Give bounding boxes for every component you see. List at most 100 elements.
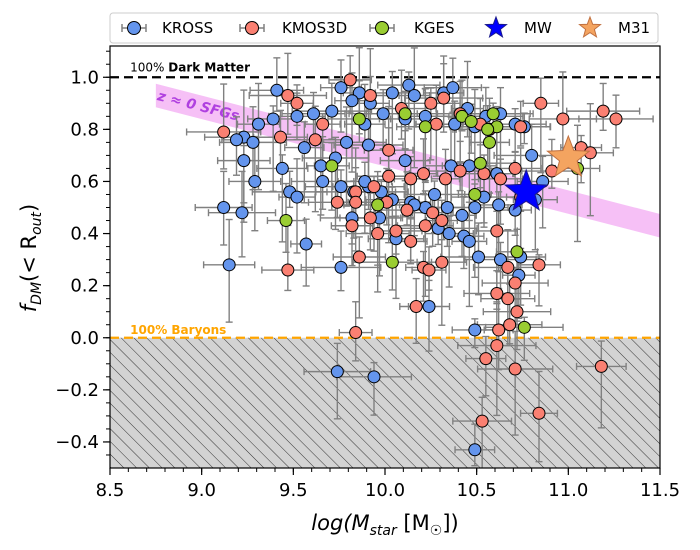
- data-points: [217, 73, 623, 457]
- point-kges-17: [473, 156, 487, 170]
- y-tick-label-0: −0.4: [55, 432, 99, 453]
- point-kmos3d-59: [594, 359, 608, 373]
- point-kross-32: [248, 174, 262, 188]
- point-kmos3d-35: [426, 206, 440, 220]
- baryons-annotation: 100% Baryons: [130, 323, 226, 337]
- point-kmos3d-58: [508, 362, 522, 376]
- point-kmos3d-27: [382, 169, 396, 183]
- point-kmos3d-2: [290, 96, 304, 110]
- point-kmos3d-68: [316, 117, 330, 131]
- point-kross-61: [217, 201, 231, 215]
- point-kmos3d-46: [281, 263, 295, 277]
- point-kross-44: [428, 187, 441, 201]
- y-tick-label-1: −0.2: [55, 380, 99, 401]
- point-kges-12: [279, 214, 293, 228]
- point-kges-14: [510, 245, 524, 259]
- point-kross-46: [455, 208, 469, 222]
- point-kmos3d-42: [389, 224, 403, 238]
- point-kross-63: [222, 258, 236, 272]
- point-kmos3d-1: [281, 88, 295, 102]
- point-kmos3d-14: [556, 112, 570, 126]
- point-kross-24: [252, 117, 265, 131]
- point-kmos3d-26: [404, 172, 418, 186]
- point-kross-65: [334, 260, 348, 274]
- point-kges-13: [481, 122, 495, 136]
- point-kges-11: [385, 255, 399, 269]
- point-kmos3d-66: [429, 117, 443, 131]
- legend-kges-label: KGES: [414, 19, 454, 37]
- point-kmos3d-31: [349, 195, 363, 209]
- point-kross-62: [235, 206, 249, 220]
- point-kmos3d-21: [494, 172, 507, 186]
- legend-item-kmos3d: KMOS3D: [239, 19, 347, 37]
- point-kmos3d-24: [439, 172, 452, 186]
- y-tick-label-3: 0.2: [70, 276, 99, 297]
- point-kmos3d-45: [345, 219, 359, 233]
- x-tick-label-1: 9.0: [187, 480, 216, 501]
- y-tick-label-5: 0.6: [70, 171, 99, 192]
- point-kmos3d-37: [418, 219, 432, 233]
- m31-star: [546, 134, 591, 177]
- point-kmos3d-57: [479, 352, 493, 366]
- point-kmos3d-50: [510, 305, 524, 319]
- point-kross-3: [385, 86, 399, 100]
- point-kross-79: [468, 443, 482, 457]
- point-kross-31: [275, 161, 289, 175]
- point-kmos3d-0: [217, 125, 231, 139]
- point-kmos3d-47: [274, 130, 287, 144]
- x-tick-label-6: 11.5: [640, 480, 680, 501]
- point-kross-58: [362, 138, 375, 152]
- legend-kross-marker: [127, 21, 141, 35]
- x-tick-label-0: 8.5: [96, 480, 125, 501]
- point-kmos3d-48: [501, 260, 515, 274]
- point-kges-15: [517, 320, 531, 334]
- point-kges-1: [464, 115, 478, 129]
- point-kmos3d-41: [435, 255, 449, 269]
- y-tick-label-4: 0.4: [70, 224, 99, 245]
- point-kross-49: [492, 198, 506, 212]
- point-kmos3d-5: [363, 88, 377, 102]
- m31-marker: [546, 134, 591, 177]
- point-kmos3d-30: [330, 195, 344, 209]
- point-kross-28: [297, 141, 311, 155]
- point-kmos3d-49: [508, 276, 522, 290]
- x-axis-label: log(Mstar [M☉]): [311, 511, 458, 539]
- y-axis: −0.4 −0.2 0.0 0.2 0.4 0.6 0.8 1.0: [55, 50, 110, 456]
- legend-item-mw: MW: [484, 15, 552, 39]
- point-kges-8: [352, 112, 366, 126]
- point-kmos3d-20: [508, 161, 522, 175]
- point-kross-36: [316, 174, 330, 188]
- point-kross-33: [237, 154, 251, 168]
- dark-matter-text: Dark Matter: [168, 60, 250, 74]
- legend-item-m31: M31: [578, 15, 650, 39]
- point-kross-78: [367, 370, 381, 384]
- point-kmos3d-61: [475, 414, 489, 428]
- point-kmos3d-60: [532, 406, 546, 420]
- point-kross-4: [402, 78, 416, 92]
- legend-m31-star: [578, 15, 602, 39]
- point-kmos3d-36: [435, 214, 449, 228]
- y-axis-label: fDM(< Rout): [17, 204, 45, 312]
- point-kross-27: [230, 133, 243, 147]
- point-kges-10: [371, 198, 385, 212]
- point-kross-76: [468, 323, 482, 337]
- x-tick-label-3: 10.0: [365, 480, 405, 501]
- point-kross-11: [325, 104, 339, 118]
- point-kross-13: [376, 107, 390, 121]
- point-kmos3d-67: [382, 143, 396, 157]
- x-tick-label-4: 10.5: [457, 480, 497, 501]
- legend-item-kross: KROSS: [121, 19, 213, 37]
- legend-m31-label: M31: [618, 19, 650, 37]
- point-kmos3d-32: [363, 211, 377, 225]
- point-kges-5: [468, 187, 482, 201]
- legend-item-kges: KGES: [369, 19, 454, 37]
- point-kross-8: [345, 94, 359, 108]
- point-kmos3d-4: [343, 73, 357, 87]
- y-tick-label-2: 0.0: [70, 328, 99, 349]
- y-tick-label-6: 0.8: [70, 119, 99, 140]
- point-kmos3d-44: [352, 250, 366, 264]
- point-kross-26: [246, 135, 260, 149]
- x-axis: 8.5 9.0 9.5 10.0 10.5 11.0 11.5: [96, 468, 680, 501]
- point-kross-69: [442, 227, 456, 241]
